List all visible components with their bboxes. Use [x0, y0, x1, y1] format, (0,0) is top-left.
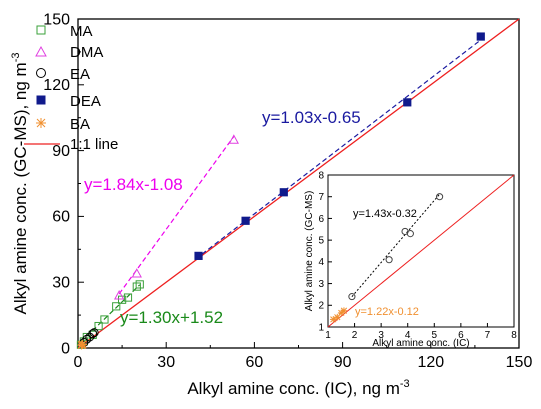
- main-point-ma: [112, 302, 121, 311]
- inset-y-tick-label: 6: [318, 214, 324, 225]
- main-x-tick-label: 0: [74, 354, 83, 371]
- legend-label-ma: MA: [70, 23, 93, 40]
- inset-x-axis-label: Alkyl amine conc. (IC): [372, 338, 469, 349]
- main-y-tick-label: 120: [43, 77, 70, 94]
- inset-x-tick-label: 1: [325, 330, 331, 341]
- main-x-tick-label: 90: [334, 354, 352, 371]
- legend-item-one-to-one: 1:1 line: [24, 136, 118, 153]
- main-point-dea: [279, 188, 288, 197]
- legend-item-ma: MA: [36, 23, 93, 40]
- main-one-to-one-line: [77, 18, 520, 349]
- inset-fit-equation-ba: y=1.22x-0.12: [355, 306, 419, 318]
- inset-x-tick-label: 5: [432, 330, 438, 341]
- main-y-tick-label: 90: [52, 143, 70, 160]
- inset-y-tick-label: 4: [318, 257, 324, 268]
- main-y-tick-label: 0: [61, 340, 70, 357]
- main-point-ba: [78, 339, 88, 349]
- main-fit-equation-dea: y=1.03x-0.65: [262, 108, 361, 127]
- main-point-ma: [123, 293, 133, 302]
- main-point-dma: [228, 134, 239, 144]
- main-point-ea: [82, 334, 92, 344]
- legend: MA DMA EA DEA BA 1:1 line: [24, 23, 118, 153]
- legend-item-dma: DMA: [35, 44, 103, 61]
- inset-y-tick-label: 2: [318, 301, 324, 312]
- inset-fit-equation-ea: y=1.43x-0.32: [353, 208, 417, 220]
- inset-x-tick-label: 3: [378, 330, 384, 341]
- main-point-dea: [241, 216, 250, 225]
- inset-one-to-one-line: [327, 174, 515, 328]
- legend-marker-dma: [35, 45, 47, 57]
- legend-item-dea: DEA: [36, 93, 101, 110]
- main-plot-layer: 0 30 60 90 120 150 0 30 60 90 120 150 y=1.30x+1.52 y=…: [43, 11, 532, 371]
- inset-fit-line-ea: [351, 193, 440, 297]
- inset-y-tick-label: 3: [318, 279, 324, 290]
- main-x-tick-label: 150: [506, 354, 533, 371]
- inset-x-tick-label: 6: [458, 330, 464, 341]
- main-x-tick-label: 30: [157, 354, 175, 371]
- inset-point-ea: [436, 193, 444, 201]
- main-fit-line-dma: [118, 136, 235, 295]
- main-point-ma: [135, 280, 144, 289]
- main-point-ma: [94, 321, 103, 331]
- inset-y-tick-label: 1: [318, 322, 324, 333]
- main-point-ea: [88, 329, 98, 339]
- main-x-tick-label: 60: [246, 354, 264, 371]
- main-y-axis-label: Alkyl amine conc. (GC-MS), ng m-3: [10, 52, 30, 314]
- main-point-dea: [403, 98, 412, 107]
- main-point-dea: [194, 251, 203, 260]
- legend-item-ea: EA: [36, 66, 90, 83]
- main-point-ma: [100, 315, 109, 324]
- main-point-ea: [89, 328, 99, 338]
- inset-x-tick-label: 7: [485, 330, 491, 341]
- main-point-dma: [113, 289, 125, 300]
- inset-point-ea: [385, 256, 393, 264]
- inset-point-ba: [340, 307, 348, 315]
- inset-x-tick-label: 2: [352, 330, 358, 341]
- main-y-tick-label: 150: [43, 11, 70, 28]
- main-point-dma: [131, 268, 142, 278]
- inset-x-tick-label: 8: [511, 330, 517, 341]
- inset-y-axis-label: Alkyl amine conc. (GC-MS): [304, 191, 315, 312]
- legend-label-ba: BA: [70, 116, 90, 133]
- legend-label-dma: DMA: [70, 44, 103, 61]
- main-y-tick-label: 60: [52, 209, 70, 226]
- legend-item-ba: BA: [36, 116, 90, 133]
- inset-plot-layer: 1 2 3 4 5 6 7 8 1 2 3 4 5 6 7 8 y=1.43x-0.32 y=1.22x-0.12: [318, 170, 517, 341]
- inset-x-tick-label: 4: [405, 330, 411, 341]
- legend-label-dea: DEA: [70, 93, 101, 110]
- legend-marker-ea: [36, 68, 46, 78]
- inset-y-tick-label: 8: [318, 170, 324, 181]
- main-fit-equation-dma: y=1.84x-1.08: [84, 175, 183, 194]
- legend-label-one-to-one: 1:1 line: [70, 136, 118, 153]
- main-y-tick-label: 30: [52, 275, 70, 292]
- legend-marker-ma: [36, 25, 46, 35]
- main-point-dea: [476, 32, 485, 41]
- inset-y-tick-label: 5: [318, 235, 324, 246]
- legend-marker-dea: [36, 95, 46, 105]
- inset-point-ea: [348, 293, 356, 301]
- main-point-ma: [132, 282, 141, 291]
- main-x-tick-label: 120: [417, 354, 444, 371]
- inset-point-ea: [406, 230, 414, 238]
- legend-marker-ba: [36, 118, 46, 128]
- inset-y-tick-label: 7: [318, 192, 324, 203]
- legend-label-ea: EA: [70, 66, 90, 83]
- main-fit-equation-ma: y=1.30x+1.52: [120, 308, 223, 327]
- main-x-axis-label: Alkyl amine conc. (IC), ng m-3: [187, 378, 409, 398]
